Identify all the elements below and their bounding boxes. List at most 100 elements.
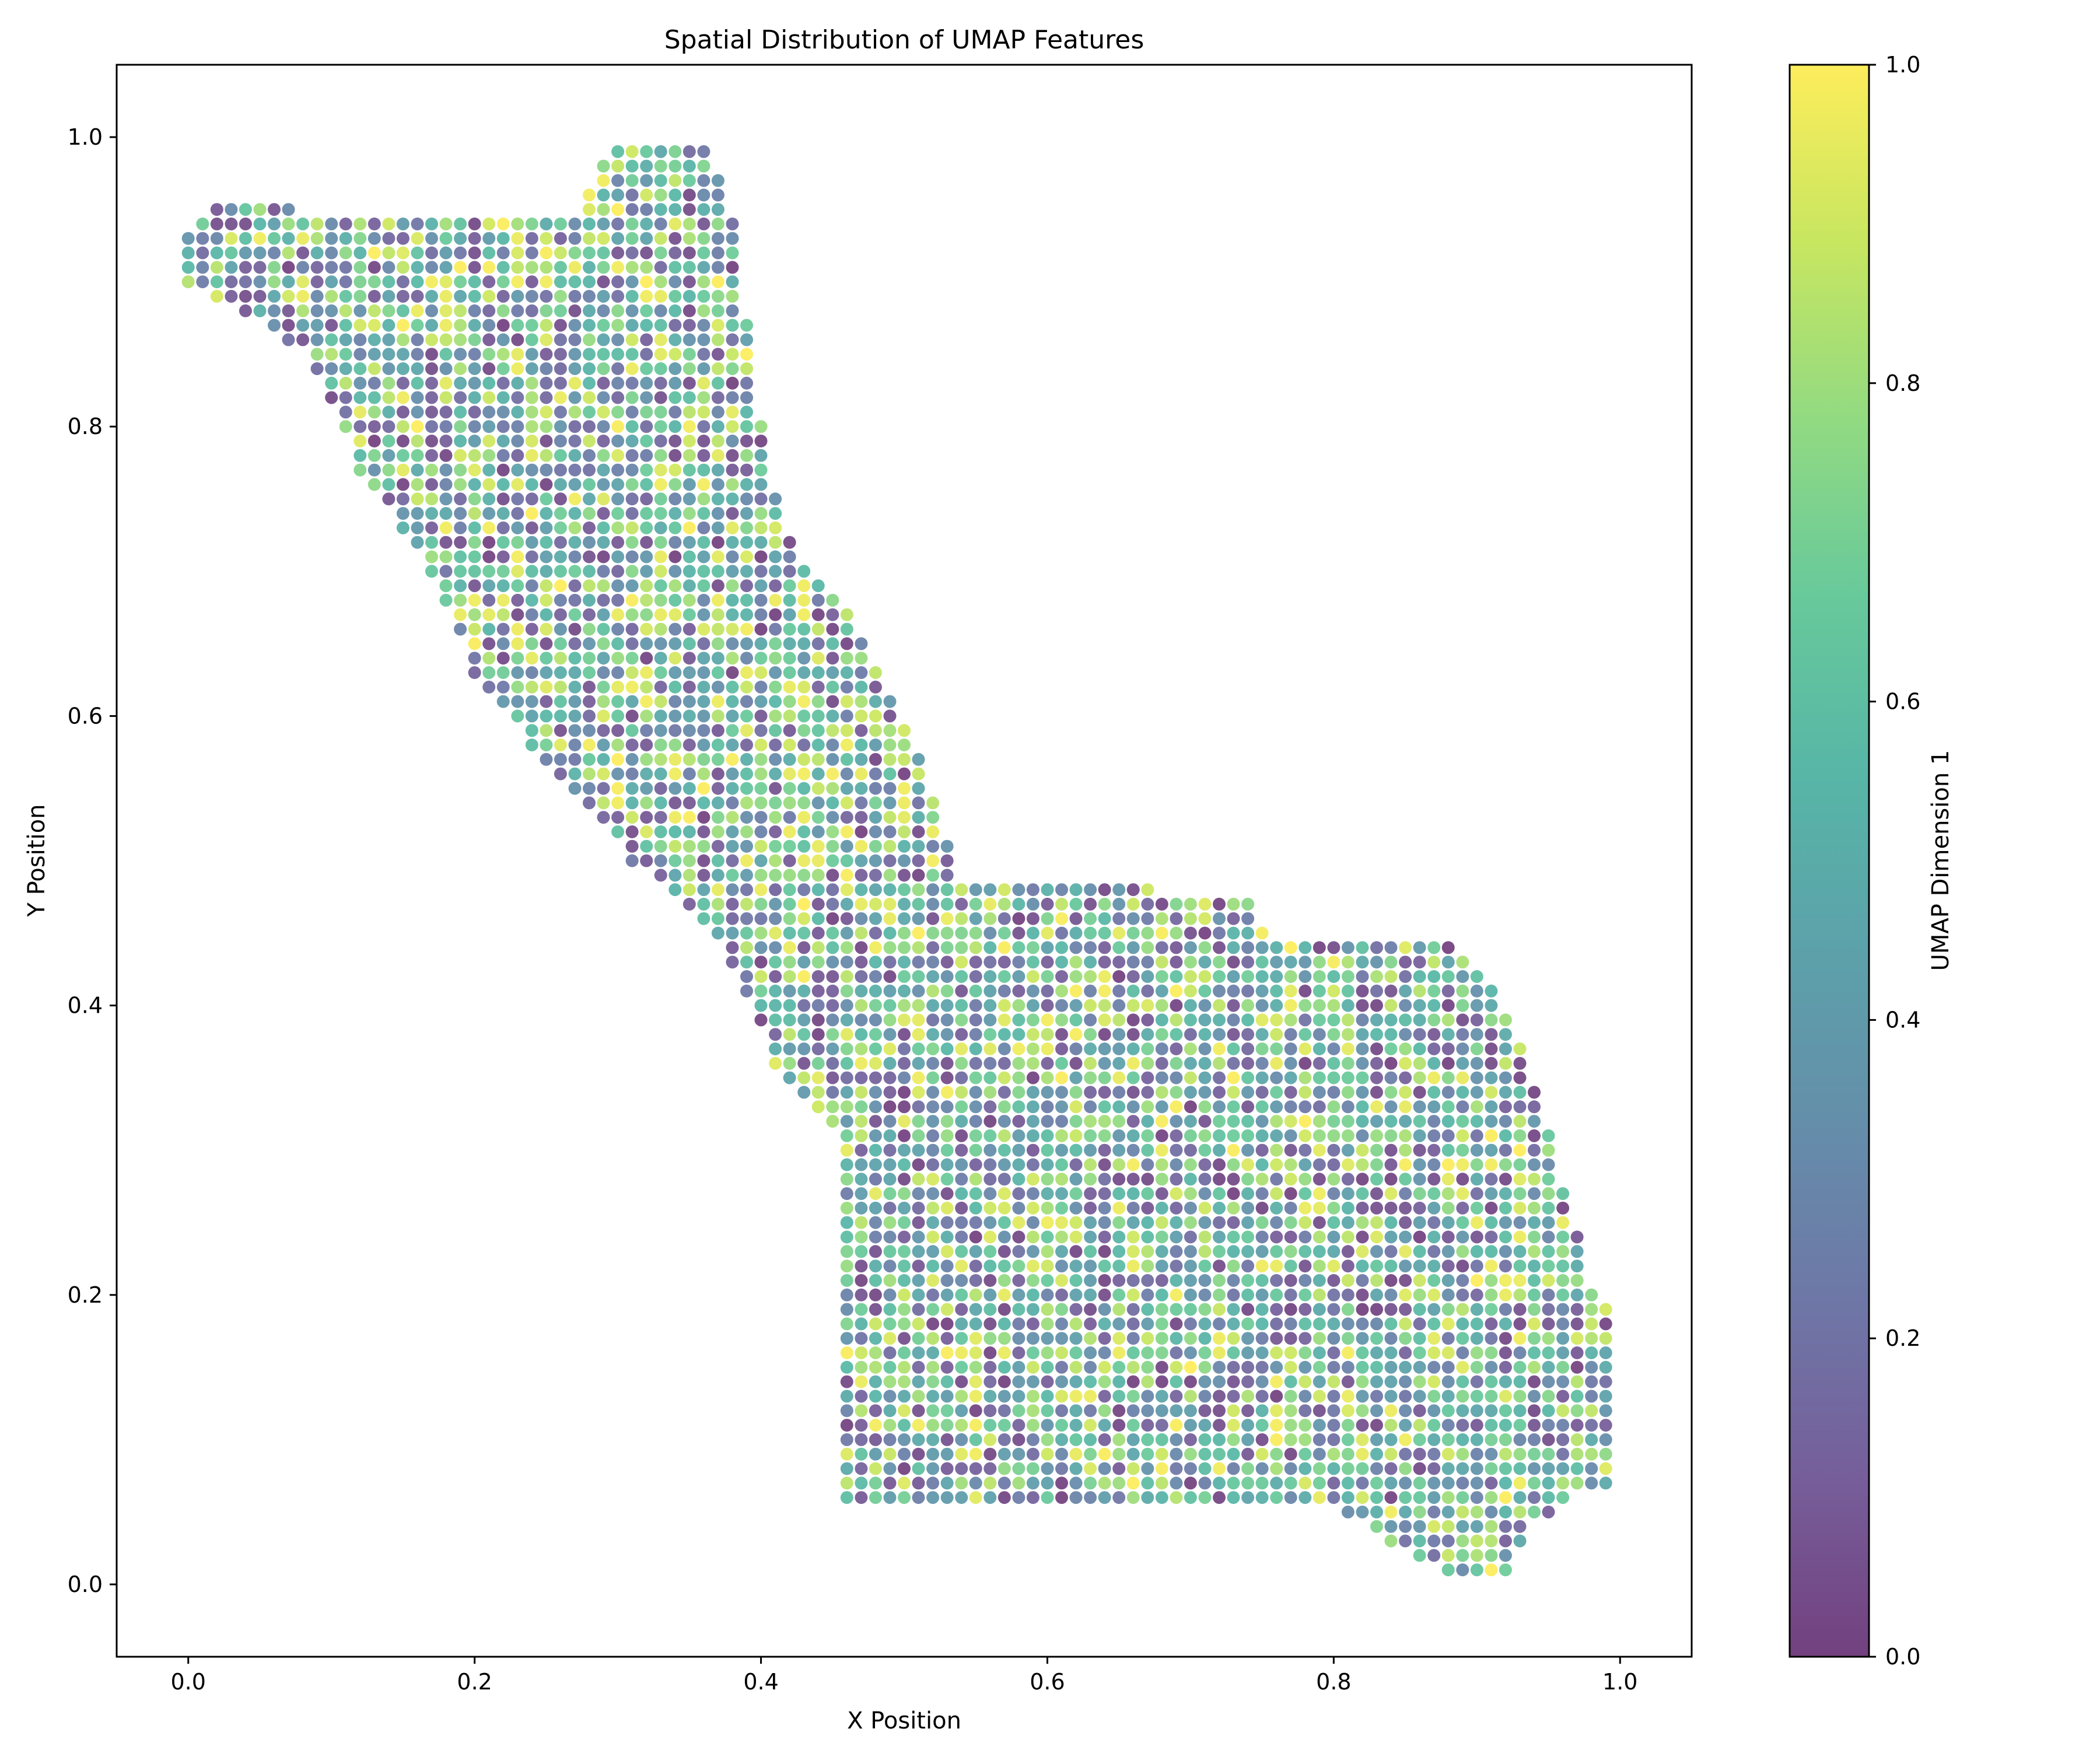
- scatter-point: [1069, 956, 1083, 969]
- scatter-point: [583, 463, 596, 477]
- scatter-point: [1141, 1259, 1154, 1273]
- scatter-point: [1427, 1056, 1441, 1070]
- scatter-point: [1084, 1462, 1097, 1475]
- scatter-point: [1470, 1013, 1483, 1027]
- scatter-point: [1441, 1390, 1455, 1403]
- scatter-point: [1399, 1086, 1412, 1099]
- scatter-point: [640, 739, 653, 751]
- colorbar-tick-label: 0.6: [1885, 689, 1920, 715]
- scatter-point: [568, 622, 582, 636]
- scatter-point: [855, 1332, 868, 1345]
- scatter-point: [740, 869, 753, 882]
- scatter-point: [840, 753, 853, 766]
- scatter-point: [1312, 1245, 1326, 1258]
- scatter-point: [1470, 1462, 1483, 1475]
- scatter-point: [583, 449, 596, 462]
- scatter-point: [625, 796, 639, 810]
- scatter-point: [540, 637, 553, 650]
- scatter-point: [998, 1462, 1011, 1475]
- scatter-point: [1055, 883, 1068, 897]
- scatter-point: [912, 926, 925, 940]
- scatter-point: [654, 637, 667, 650]
- scatter-point: [668, 376, 682, 390]
- scatter-point: [898, 1056, 911, 1070]
- scatter-point: [325, 304, 338, 317]
- scatter-point: [1341, 984, 1354, 998]
- scatter-point: [883, 984, 897, 998]
- scatter-point: [883, 1433, 897, 1446]
- scatter-point: [597, 811, 610, 824]
- scatter-point: [1213, 1476, 1226, 1490]
- scatter-point: [1485, 1520, 1498, 1533]
- scatter-point: [668, 492, 682, 506]
- scatter-point: [1341, 1505, 1354, 1518]
- scatter-point: [926, 825, 940, 838]
- scatter-point: [726, 796, 739, 810]
- scatter-point: [1170, 1390, 1183, 1403]
- scatter-point: [840, 666, 853, 679]
- scatter-point: [1041, 970, 1054, 983]
- scatter-point: [1198, 1187, 1212, 1201]
- scatter-point: [439, 579, 453, 593]
- scatter-point: [668, 869, 682, 882]
- scatter-point: [1384, 1491, 1398, 1504]
- scatter-point: [898, 1303, 911, 1316]
- scatter-point: [855, 839, 868, 853]
- scatter-point: [1112, 1129, 1126, 1142]
- scatter-point: [468, 608, 481, 621]
- scatter-point: [1284, 999, 1297, 1012]
- scatter-point: [1513, 1100, 1527, 1114]
- scatter-point: [811, 622, 825, 636]
- scatter-point: [1413, 1173, 1426, 1186]
- scatter-point: [1413, 1288, 1426, 1301]
- scatter-point: [439, 275, 453, 289]
- scatter-point: [769, 652, 782, 665]
- scatter-point: [1184, 1360, 1197, 1374]
- scatter-point: [540, 695, 553, 708]
- scatter-point: [1513, 1187, 1527, 1201]
- scatter-point: [1599, 1360, 1612, 1374]
- scatter-point: [726, 435, 739, 447]
- scatter-point: [898, 1360, 911, 1374]
- scatter-point: [1126, 1129, 1140, 1142]
- scatter-point: [955, 1375, 968, 1388]
- scatter-point: [1556, 1375, 1570, 1388]
- scatter-point: [368, 319, 381, 332]
- scatter-point: [1012, 1100, 1026, 1114]
- scatter-point: [869, 811, 882, 824]
- scatter-point: [711, 376, 724, 390]
- scatter-point: [568, 579, 582, 593]
- scatter-point: [1155, 1245, 1168, 1258]
- scatter-point: [1599, 1303, 1612, 1316]
- scatter-point: [1528, 1274, 1541, 1287]
- scatter-point: [654, 593, 667, 607]
- scatter-point: [354, 217, 367, 230]
- scatter-point: [597, 203, 610, 216]
- scatter-point: [1599, 1317, 1612, 1331]
- scatter-point: [869, 956, 882, 969]
- scatter-point: [496, 376, 510, 390]
- scatter-point: [1284, 1346, 1297, 1359]
- scatter-point: [682, 739, 696, 751]
- scatter-point: [1084, 1375, 1097, 1388]
- scatter-point: [1227, 941, 1240, 954]
- scatter-point: [1270, 970, 1283, 983]
- scatter-point: [1499, 1563, 1512, 1577]
- scatter-point: [1370, 1520, 1383, 1533]
- scatter-point: [554, 593, 567, 607]
- scatter-point: [583, 478, 596, 491]
- scatter-point: [1198, 1173, 1212, 1186]
- scatter-point: [855, 1173, 868, 1186]
- scatter-point: [1298, 1274, 1312, 1287]
- scatter-point: [525, 232, 538, 245]
- scatter-point: [682, 463, 696, 477]
- scatter-point: [926, 1216, 940, 1229]
- scatter-point: [1098, 926, 1111, 940]
- scatter-point: [984, 1303, 997, 1316]
- scatter-point: [1026, 1158, 1040, 1171]
- scatter-point: [1485, 1086, 1498, 1099]
- scatter-point: [726, 608, 739, 621]
- scatter-point: [740, 912, 753, 925]
- scatter-point: [926, 1201, 940, 1215]
- scatter-point: [668, 348, 682, 361]
